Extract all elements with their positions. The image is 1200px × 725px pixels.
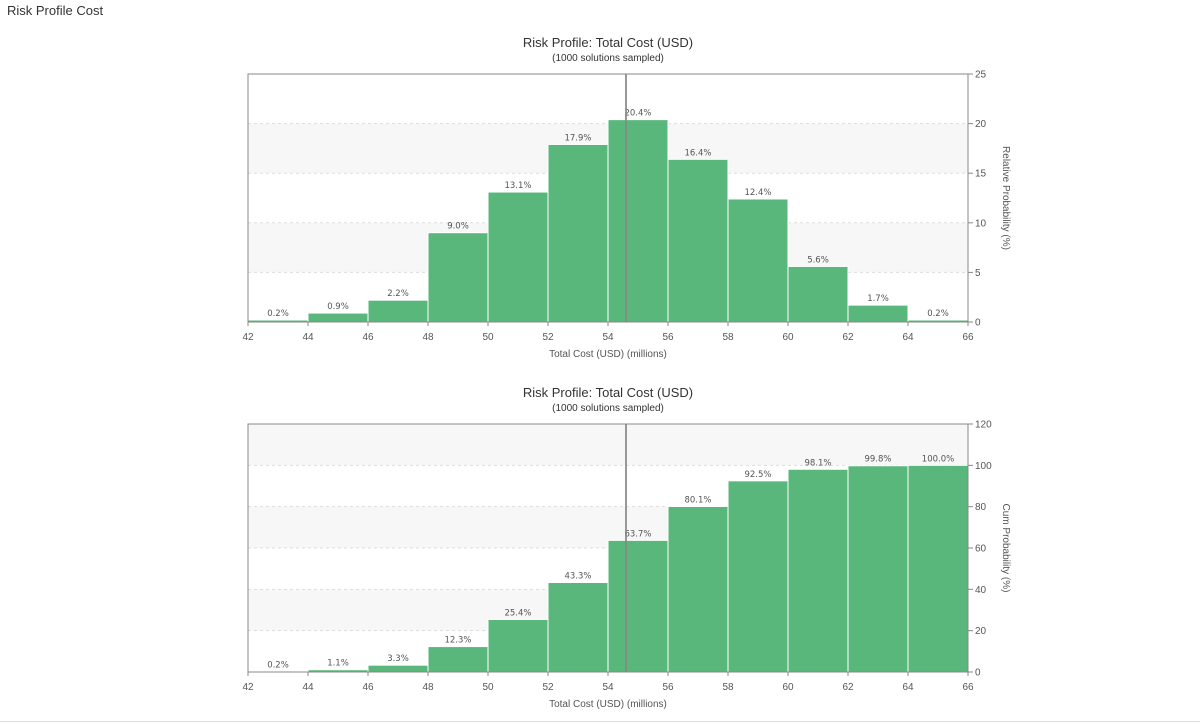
chart-2-x-tick-label-6: 52	[542, 682, 554, 693]
chart-2-bar-3	[367, 664, 429, 673]
chart-1-bar-6	[547, 143, 609, 323]
chart-2-x-tick-label-3: 46	[362, 682, 374, 693]
chart-2-y-tick-label-3: 40	[975, 585, 987, 596]
chart-1-bar-5	[487, 191, 549, 323]
chart-2-bar-5	[487, 619, 549, 673]
chart-1-title: Risk Profile: Total Cost (USD)	[523, 35, 693, 50]
chart-2-data-label-11: 99.8%	[864, 455, 891, 465]
chart-1-bar-9	[727, 198, 789, 323]
chart-1-x-tick-label-11: 62	[842, 332, 854, 343]
chart-1-x-tick-label-1: 42	[242, 332, 254, 343]
chart-1-x-tick-label-3: 46	[362, 332, 374, 343]
relative-probability-chart: 0.2% 0.9% 2.2% 9.0% 13.1% 17.9% 20.4% 16.4% 12.4…	[242, 35, 1011, 360]
chart-1-bar-4	[427, 232, 489, 323]
chart-1-x-tick-label-2: 44	[302, 332, 314, 343]
chart-2-y-tick-label-7: 120	[975, 420, 992, 431]
chart-2-x-tick-label-5: 50	[482, 682, 494, 693]
chart-1-bar-10	[787, 265, 849, 323]
chart-2-x-tick-label-7: 54	[602, 682, 614, 693]
chart-2-x-axis-label: Total Cost (USD) (millions)	[549, 699, 667, 710]
chart-2-bar-8	[667, 505, 729, 673]
chart-2-x-tick-label-8: 56	[662, 682, 674, 693]
chart-1-y-tick-label-3: 10	[975, 218, 987, 229]
chart-1-bar-11	[847, 304, 909, 323]
chart-2-bar-11	[847, 465, 909, 673]
chart-2-data-label-9: 92.5%	[744, 470, 771, 480]
chart-2-data-label-12: 100.0%	[922, 454, 954, 464]
chart-2-x-tick-label-11: 62	[842, 682, 854, 693]
chart-1-bar-7	[607, 119, 669, 323]
chart-2-data-label-4: 12.3%	[444, 636, 471, 646]
chart-2-bar-4	[427, 646, 489, 673]
chart-1-data-label-3: 2.2%	[387, 289, 409, 299]
chart-2-y-tick-label-5: 80	[975, 502, 987, 513]
chart-2-x-tick-label-4: 48	[422, 682, 434, 693]
chart-2-y-tick-label-4: 60	[975, 544, 987, 555]
chart-2-subtitle: (1000 solutions sampled)	[552, 403, 664, 414]
chart-1-y-tick-label-2: 5	[975, 268, 981, 279]
chart-1-data-label-12: 0.2%	[927, 309, 949, 319]
page-title: Risk Profile Cost	[7, 3, 104, 18]
chart-2-bar-9	[727, 480, 789, 673]
chart-1-bar-2	[307, 312, 369, 323]
chart-1-bar-8	[667, 158, 729, 323]
chart-2-x-tick-label-10: 60	[782, 682, 794, 693]
chart-2-y-axis-label: Cum Probability (%)	[1000, 504, 1011, 593]
chart-1-bar-3	[367, 299, 429, 323]
chart-1-data-label-2: 0.9%	[327, 302, 349, 312]
chart-2-title: Risk Profile: Total Cost (USD)	[523, 385, 693, 400]
chart-1-x-axis-label: Total Cost (USD) (millions)	[549, 349, 667, 360]
chart-2-y-tick-label-2: 20	[975, 626, 987, 637]
chart-2-y-tick-label-6: 100	[975, 461, 992, 472]
chart-1-subtitle: (1000 solutions sampled)	[552, 53, 664, 64]
chart-1-x-tick-label-5: 50	[482, 332, 494, 343]
chart-1-x-tick-label-7: 54	[602, 332, 614, 343]
chart-2-data-label-1: 0.2%	[267, 661, 289, 671]
chart-2-data-label-10: 98.1%	[804, 458, 831, 468]
chart-2-y-tick-label-1: 0	[975, 668, 981, 679]
chart-1-y-tick-label-5: 20	[975, 119, 987, 130]
chart-1-x-tick-label-8: 56	[662, 332, 674, 343]
chart-1-y-tick-label-1: 0	[975, 318, 981, 329]
chart-1-x-tick-label-12: 64	[902, 332, 914, 343]
chart-2-x-tick-label-1: 42	[242, 682, 254, 693]
chart-2-x-tick-label-2: 44	[302, 682, 314, 693]
chart-2-bar-6	[547, 582, 609, 673]
chart-1-x-tick-label-4: 48	[422, 332, 434, 343]
chart-2-data-label-3: 3.3%	[387, 654, 409, 664]
chart-1-x-tick-label-13: 66	[962, 332, 974, 343]
chart-2-data-label-7: 63.7%	[624, 529, 651, 539]
chart-2-bar-12	[907, 464, 969, 673]
chart-1-data-label-10: 5.6%	[807, 255, 829, 265]
chart-2-data-label-5: 25.4%	[504, 609, 531, 619]
chart-2-bar-10	[787, 468, 849, 673]
chart-1-data-label-8: 16.4%	[684, 148, 711, 158]
cumulative-probability-chart: 0.2% 1.1% 3.3% 12.3% 25.4% 43.3% 63.7% 80.1% 92.…	[242, 385, 1011, 710]
chart-1-y-tick-label-6: 25	[975, 70, 987, 81]
chart-1-y-tick-label-4: 15	[975, 169, 987, 180]
chart-1-x-tick-label-9: 58	[722, 332, 734, 343]
page-divider	[0, 721, 1200, 722]
chart-1-data-label-6: 17.9%	[564, 133, 591, 143]
chart-1-data-label-7: 20.4%	[624, 109, 651, 119]
chart-1-data-label-11: 1.7%	[867, 294, 889, 304]
chart-1-data-label-1: 0.2%	[267, 309, 289, 319]
chart-2-bar-7	[607, 539, 669, 673]
chart-1-data-label-5: 13.1%	[504, 181, 531, 191]
chart-2-data-label-8: 80.1%	[684, 495, 711, 505]
chart-2-x-tick-label-12: 64	[902, 682, 914, 693]
chart-2-x-tick-label-9: 58	[722, 682, 734, 693]
chart-2-data-label-6: 43.3%	[564, 572, 591, 582]
chart-2-grid-band	[248, 424, 968, 466]
chart-2-data-label-2: 1.1%	[327, 659, 349, 669]
chart-1-data-label-9: 12.4%	[744, 188, 771, 198]
chart-2-x-tick-label-13: 66	[962, 682, 974, 693]
chart-1-x-tick-label-6: 52	[542, 332, 554, 343]
chart-1-data-label-4: 9.0%	[447, 222, 469, 232]
chart-1-y-axis-label: Relative Probability (%)	[1000, 146, 1011, 250]
chart-1-x-tick-label-10: 60	[782, 332, 794, 343]
